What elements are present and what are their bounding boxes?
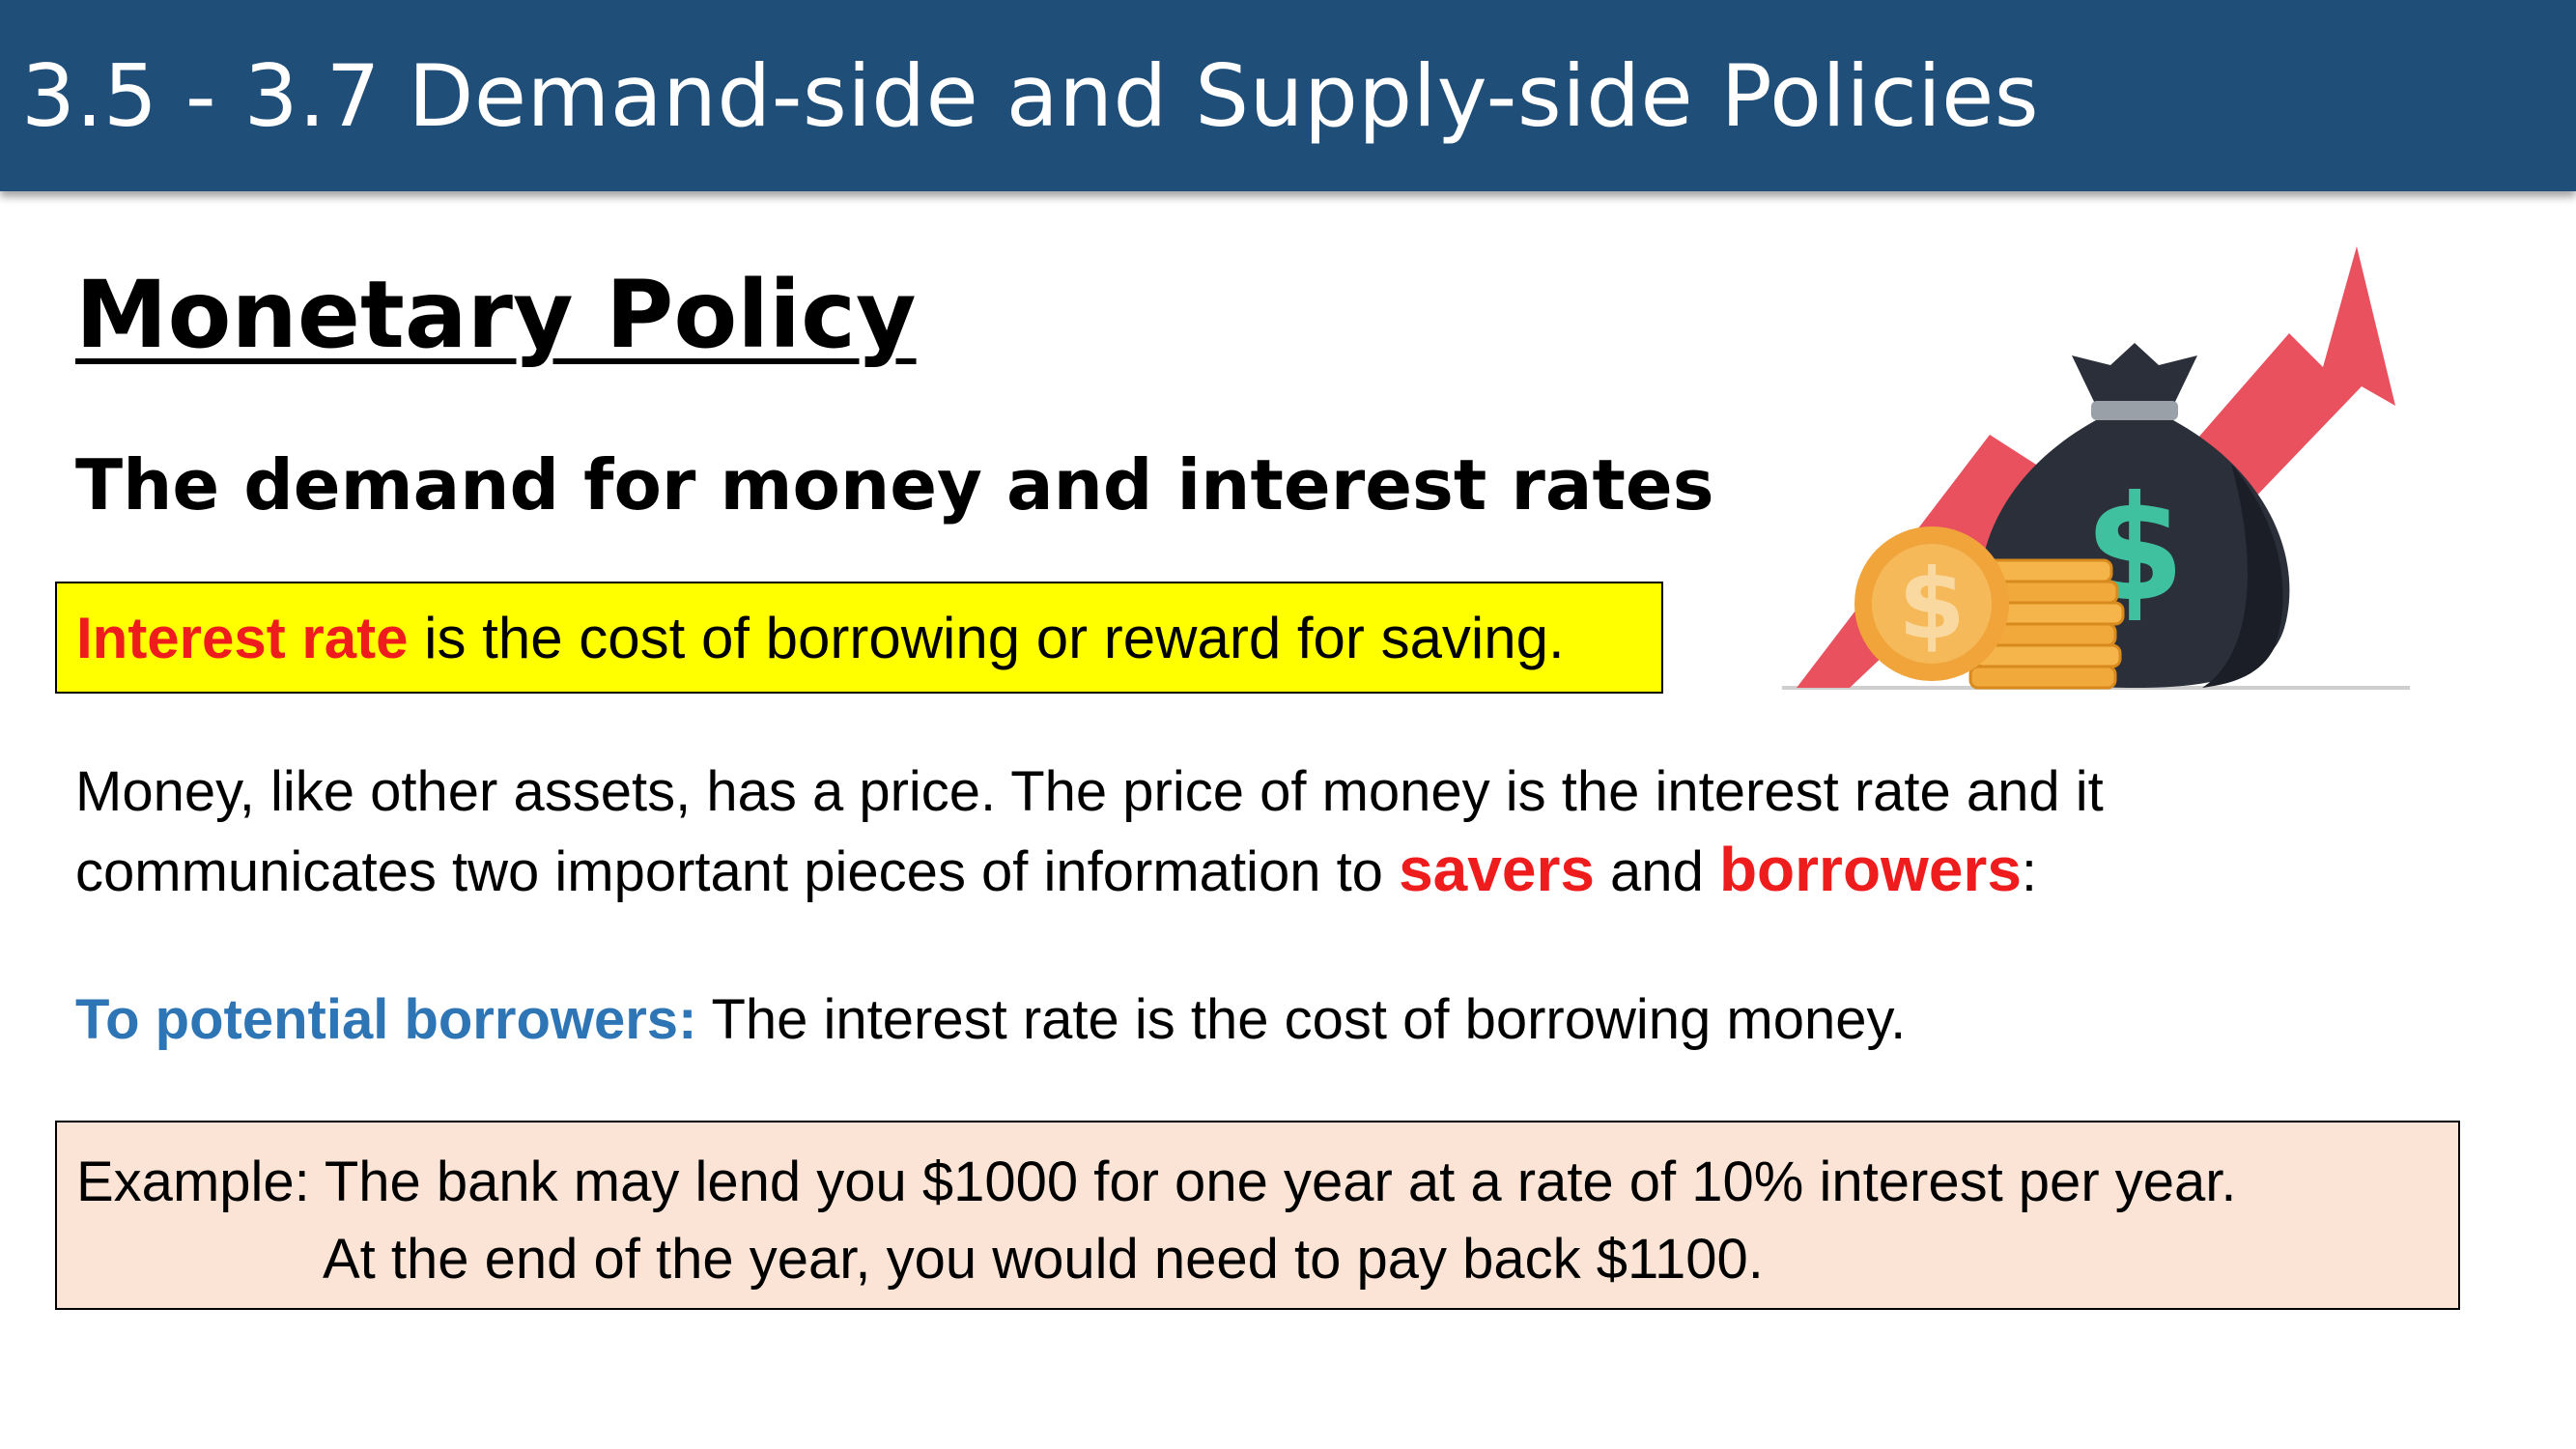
borrowers-note: To potential borrowers: The interest rat… xyxy=(75,987,1906,1052)
definition-term: Interest rate xyxy=(76,605,409,670)
money-growth-illustration: $ $ xyxy=(1782,246,2410,690)
paragraph-colon: : xyxy=(2021,840,2038,903)
borrowers-highlight: borrowers xyxy=(1718,835,2022,904)
slide-header: 3.5 - 3.7 Demand-side and Supply-side Po… xyxy=(0,0,2576,191)
definition-text: is the cost of borrowing or reward for s… xyxy=(408,605,1565,670)
savers-highlight: savers xyxy=(1399,835,1595,904)
definition-box: Interest rate is the cost of borrowing o… xyxy=(55,582,1663,694)
coin-stack-icon xyxy=(1965,558,2125,690)
slide-title: 3.5 - 3.7 Demand-side and Supply-side Po… xyxy=(21,45,2040,146)
example-line-1: Example: The bank may lend you $1000 for… xyxy=(76,1151,2237,1213)
paragraph-line-2-text: communicates two important pieces of inf… xyxy=(75,840,1400,903)
paragraph-line-2: communicates two important pieces of inf… xyxy=(75,831,2442,911)
dollar-coin-icon: $ xyxy=(1854,526,2009,681)
paragraph-line-1: Money, like other assets, has a price. T… xyxy=(75,760,2104,823)
section-title: Monetary Policy xyxy=(75,261,917,369)
paragraph-and: and xyxy=(1594,840,1719,903)
borrowers-text: The interest rate is the cost of borrowi… xyxy=(696,988,1907,1051)
section-subtitle: The demand for money and interest rates xyxy=(75,444,1714,526)
example-box: Example: The bank may lend you $1000 for… xyxy=(55,1121,2460,1310)
money-price-paragraph: Money, like other assets, has a price. T… xyxy=(75,753,2442,911)
coin-dollar-sign: $ xyxy=(1898,548,1966,661)
borrowers-label: To potential borrowers: xyxy=(75,988,697,1051)
example-line-2: At the end of the year, you would need t… xyxy=(323,1228,1764,1291)
